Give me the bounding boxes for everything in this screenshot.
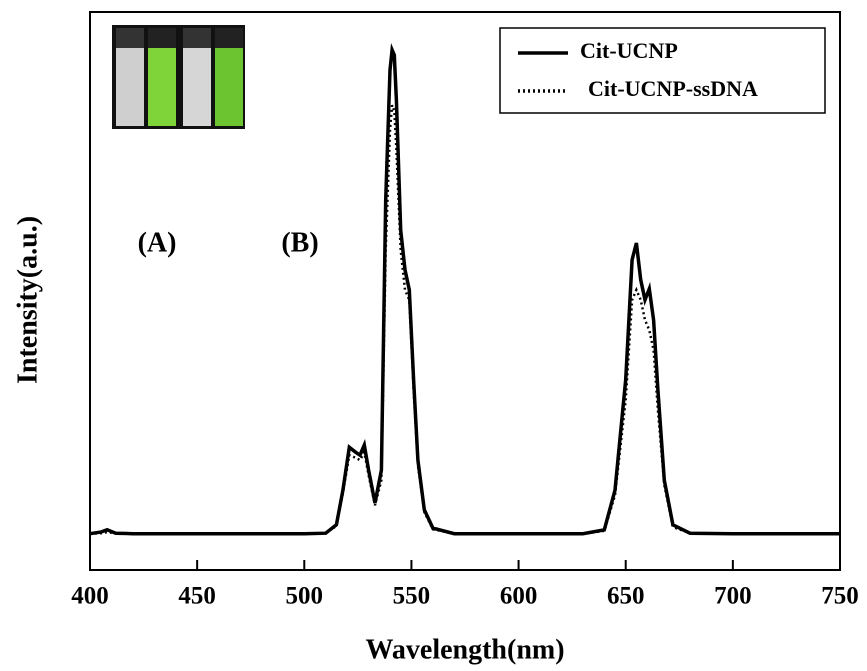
legend-box — [499, 27, 826, 114]
vial-cap — [183, 28, 211, 48]
vial-cap — [148, 28, 176, 48]
x-tick-label: 750 — [821, 583, 859, 610]
data-line — [89, 104, 840, 535]
x-axis-label: Wavelength(nm) — [365, 634, 564, 665]
x-tick-label: 600 — [500, 583, 538, 610]
x-tick-label: 650 — [607, 583, 645, 610]
annotation: (A) — [138, 227, 177, 258]
y-axis-label: Intensity(a.u.) — [12, 216, 43, 384]
x-tick-label: 700 — [714, 583, 752, 610]
vial — [183, 48, 211, 126]
vial — [215, 48, 243, 126]
annotation: (B) — [281, 227, 318, 258]
legend-label: Cit-UCNP-ssDNA — [588, 76, 758, 101]
vial — [148, 48, 176, 126]
inset-photo — [112, 25, 245, 129]
plot-frame — [89, 11, 841, 571]
x-tick-label: 550 — [393, 583, 431, 610]
vial-cap — [215, 28, 243, 48]
vial — [116, 48, 144, 126]
data-line — [89, 43, 840, 536]
x-tick-label: 500 — [286, 583, 324, 610]
vial-cap — [116, 28, 144, 48]
x-tick-label: 450 — [178, 583, 216, 610]
legend-label: Cit-UCNP — [580, 38, 678, 63]
x-tick-label: 400 — [71, 583, 109, 610]
